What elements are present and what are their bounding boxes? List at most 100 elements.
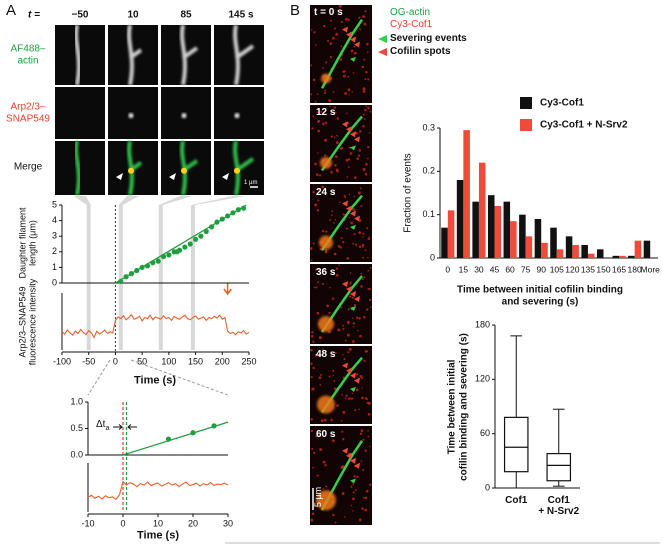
speckle (347, 323, 350, 325)
speckle (310, 64, 312, 67)
speckle (314, 44, 317, 46)
speckle (353, 195, 355, 198)
y-tick-label: 1 (52, 262, 57, 272)
time-header: 10 (127, 9, 139, 21)
decorations (55, 4, 387, 525)
speckle (342, 327, 345, 330)
speckle (352, 325, 355, 328)
speckle (345, 158, 349, 162)
speckle (368, 298, 372, 302)
cofilin-arrowhead (350, 457, 356, 464)
speckle (331, 214, 333, 217)
x-tick-label: 150 (596, 264, 610, 274)
y-tick-label: 60 (480, 428, 490, 438)
speckle (344, 397, 347, 400)
speckle (325, 61, 328, 64)
actin-filament (74, 24, 81, 86)
speckle (334, 521, 337, 524)
speckle (312, 190, 315, 194)
speckle (310, 418, 313, 421)
y-tick-label: 0 (485, 482, 490, 492)
bar (478, 162, 486, 258)
x-tick-label: 45 (490, 264, 500, 274)
speckle (358, 231, 362, 235)
trace (87, 480, 229, 501)
speckle (364, 496, 368, 500)
row-label: Arp2/3– SNAP549 (6, 101, 50, 125)
speckle (359, 432, 363, 435)
speckle (362, 113, 365, 116)
x-tick-label: 200 (215, 356, 230, 366)
cofilin-cluster (316, 490, 336, 511)
cofilin-arrowhead (354, 41, 360, 48)
speckle (345, 17, 349, 21)
y-axis-label: Fraction of events (402, 153, 414, 233)
speckle (369, 267, 372, 269)
speckle (365, 162, 368, 166)
bar (612, 255, 620, 258)
speckle (351, 340, 355, 343)
speckle (352, 242, 355, 245)
speckle (322, 269, 325, 272)
speckle (328, 99, 332, 103)
speckle (367, 106, 370, 110)
speckle (367, 269, 370, 272)
speckle (354, 409, 357, 412)
speckle (360, 272, 363, 275)
bar (525, 236, 533, 258)
speckle (362, 256, 365, 259)
speckle (348, 146, 351, 149)
speckle (336, 170, 339, 173)
arp-spot (128, 113, 134, 119)
bar (441, 227, 448, 258)
speckle (361, 387, 363, 389)
bar (550, 227, 557, 258)
speckle (342, 240, 345, 244)
x-tick-label: 60 (505, 264, 515, 274)
speckle (361, 507, 364, 510)
speckle (310, 362, 313, 365)
speckle (366, 157, 369, 160)
speckle (329, 286, 331, 289)
speckle (333, 27, 336, 30)
speckle (366, 227, 369, 230)
data-point (198, 233, 204, 239)
cofilin-arrowhead (342, 281, 348, 287)
cofilin-arrowhead (354, 377, 360, 384)
speckle (320, 110, 323, 113)
speckle (311, 127, 314, 130)
speckle (312, 340, 315, 343)
arp-spot (128, 167, 134, 174)
legend-swatch (520, 119, 532, 131)
bar (643, 240, 651, 258)
speckle (358, 16, 361, 19)
speckle (309, 247, 313, 250)
cofilin-arrowhead (346, 126, 352, 133)
x-tick-label: 20 (188, 518, 198, 528)
panel-label: B (290, 2, 301, 19)
speckle (358, 245, 362, 249)
speckle (324, 138, 328, 142)
severing-arrowhead (350, 224, 356, 230)
speckle (313, 31, 316, 34)
frame-time: 36 s (316, 267, 336, 278)
channel-label: Cy3-Cof1 (390, 19, 433, 30)
speckle (348, 347, 352, 351)
speckle (346, 112, 348, 115)
x-axis-label: Time between initial cofilin binding and… (457, 284, 623, 308)
speckle (351, 392, 354, 395)
cofilin-arrowhead (342, 121, 348, 128)
cofilin-arrowhead (342, 200, 348, 207)
speckle (350, 49, 354, 53)
y-tick-label: 0.3 (422, 122, 435, 132)
speckle (356, 475, 359, 478)
x-tick-label: More (641, 264, 661, 274)
zoom-guide (87, 359, 111, 396)
x-tick-label: 10 (153, 518, 163, 528)
bar (634, 240, 642, 258)
frame-time: t = 0 s (314, 7, 343, 18)
cofilin-arrowhead (350, 36, 356, 43)
speckle (316, 209, 320, 212)
